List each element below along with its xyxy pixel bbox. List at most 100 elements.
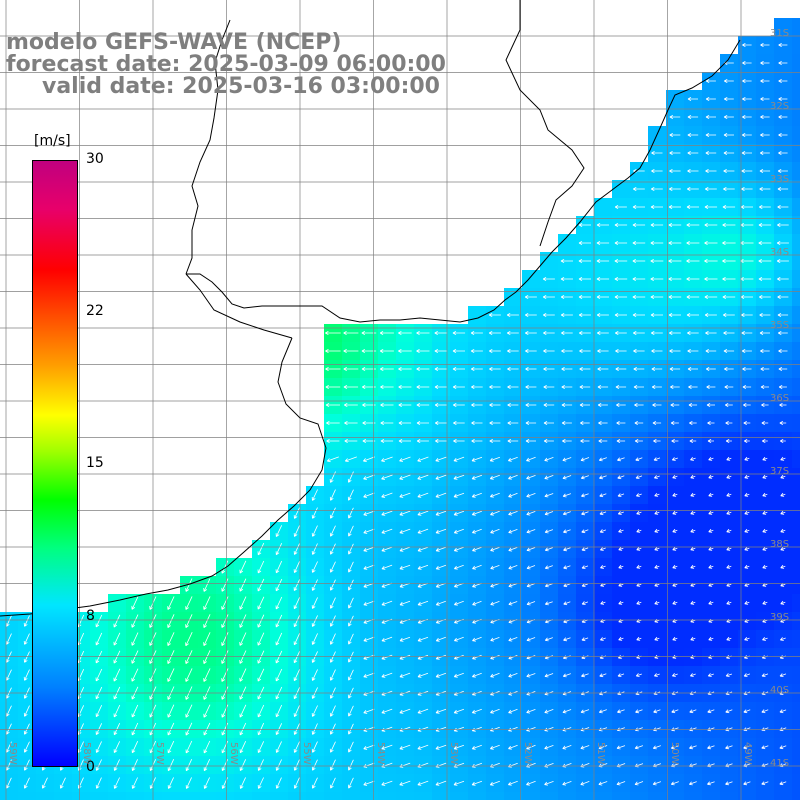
wind-arrow bbox=[722, 258, 736, 264]
wind-arrow bbox=[690, 492, 696, 497]
wind-arrow bbox=[325, 348, 341, 354]
wind-arrow bbox=[311, 579, 318, 591]
wind-arrow bbox=[723, 330, 735, 336]
wind-arrow bbox=[654, 510, 660, 515]
wind-arrow bbox=[634, 438, 643, 444]
wind-arrow bbox=[723, 132, 734, 138]
longitude-label: 55W bbox=[301, 742, 312, 765]
wind-arrow bbox=[761, 420, 769, 426]
wind-arrow bbox=[725, 438, 732, 444]
wind-arrow bbox=[417, 672, 429, 678]
wind-arrow bbox=[239, 722, 247, 736]
wind-arrow bbox=[489, 780, 500, 786]
wind-arrow bbox=[257, 722, 265, 736]
wind-arrow bbox=[614, 312, 627, 318]
wind-arrow bbox=[381, 474, 393, 480]
wind-arrow bbox=[435, 492, 447, 498]
wind-arrow bbox=[525, 348, 537, 354]
wind-arrow bbox=[417, 474, 429, 480]
wind-arrow bbox=[760, 384, 769, 390]
wind-arrow bbox=[725, 673, 733, 677]
wind-arrow bbox=[543, 402, 555, 408]
wind-arrow bbox=[581, 493, 589, 498]
wind-arrow bbox=[435, 708, 447, 714]
wind-arrow bbox=[490, 547, 500, 552]
wind-arrow bbox=[113, 777, 120, 789]
wind-arrow bbox=[741, 312, 753, 318]
wind-arrow bbox=[452, 384, 465, 390]
wind-speed-cell bbox=[792, 630, 800, 649]
wind-speed-cell bbox=[270, 792, 289, 800]
wind-arrow bbox=[780, 492, 786, 497]
wind-arrow bbox=[744, 600, 750, 605]
wind-arrow bbox=[453, 474, 465, 480]
wind-arrow bbox=[563, 565, 571, 570]
wind-arrow bbox=[708, 510, 714, 515]
wind-arrow bbox=[471, 402, 483, 408]
wind-arrow bbox=[326, 420, 340, 426]
wind-arrow bbox=[329, 471, 336, 483]
wind-speed-cell bbox=[792, 612, 800, 631]
wind-arrow bbox=[347, 471, 354, 483]
wind-arrow bbox=[726, 474, 732, 479]
wind-arrow bbox=[744, 618, 750, 623]
wind-arrow bbox=[362, 438, 376, 444]
wind-arrow bbox=[743, 402, 751, 408]
wind-speed-cell bbox=[522, 270, 541, 289]
wind-arrow bbox=[434, 330, 448, 336]
wind-arrow bbox=[221, 740, 229, 754]
wind-arrow bbox=[617, 475, 625, 480]
wind-arrow bbox=[635, 673, 642, 677]
wind-arrow bbox=[508, 780, 518, 786]
wind-arrow bbox=[363, 780, 375, 786]
wind-arrow bbox=[690, 564, 696, 569]
wind-arrow bbox=[275, 632, 283, 646]
wind-arrow bbox=[311, 669, 318, 681]
wind-arrow bbox=[526, 709, 536, 714]
wind-arrow bbox=[471, 456, 483, 462]
wind-arrow bbox=[343, 384, 359, 390]
wind-speed-cell bbox=[378, 792, 397, 800]
wind-arrow bbox=[562, 438, 572, 444]
wind-arrow bbox=[690, 636, 696, 641]
wind-arrow bbox=[399, 492, 411, 498]
wind-arrow bbox=[381, 456, 393, 462]
wind-arrow bbox=[293, 525, 300, 537]
wind-arrow bbox=[777, 222, 789, 228]
wind-arrow bbox=[725, 745, 733, 750]
wind-arrow bbox=[777, 312, 789, 318]
wind-arrow bbox=[758, 258, 772, 264]
wind-arrow bbox=[706, 402, 715, 408]
wind-speed-cell bbox=[252, 792, 271, 800]
title-forecast-date: forecast date: 2025-03-09 06:00:00 bbox=[6, 52, 446, 77]
wind-arrow bbox=[654, 673, 660, 677]
wind-speed-cell bbox=[432, 792, 451, 800]
wind-arrow bbox=[489, 456, 501, 462]
wind-arrow bbox=[434, 348, 448, 354]
wind-arrow bbox=[203, 632, 211, 647]
wind-speed-cell bbox=[468, 306, 487, 325]
wind-arrow bbox=[347, 651, 354, 663]
wind-speed-cell bbox=[72, 792, 91, 800]
wind-arrow bbox=[526, 637, 536, 642]
wind-arrow bbox=[380, 420, 394, 426]
wind-arrow bbox=[705, 132, 717, 138]
wind-arrow bbox=[616, 402, 626, 408]
wind-arrow bbox=[363, 564, 375, 570]
wind-arrow bbox=[560, 276, 573, 282]
wind-arrow bbox=[563, 637, 571, 642]
wind-arrow bbox=[293, 615, 301, 628]
wind-arrow bbox=[779, 402, 787, 408]
wind-arrow bbox=[615, 366, 627, 372]
wind-arrow bbox=[650, 258, 664, 264]
wind-arrow bbox=[507, 420, 519, 426]
wind-arrow bbox=[724, 384, 734, 390]
wind-arrow bbox=[344, 420, 358, 426]
wind-arrow bbox=[777, 204, 789, 210]
wind-arrow bbox=[95, 668, 103, 682]
wind-arrow bbox=[544, 673, 554, 678]
wind-arrow bbox=[489, 348, 501, 354]
wind-speed-cell bbox=[666, 792, 685, 800]
wind-arrow bbox=[599, 529, 607, 533]
